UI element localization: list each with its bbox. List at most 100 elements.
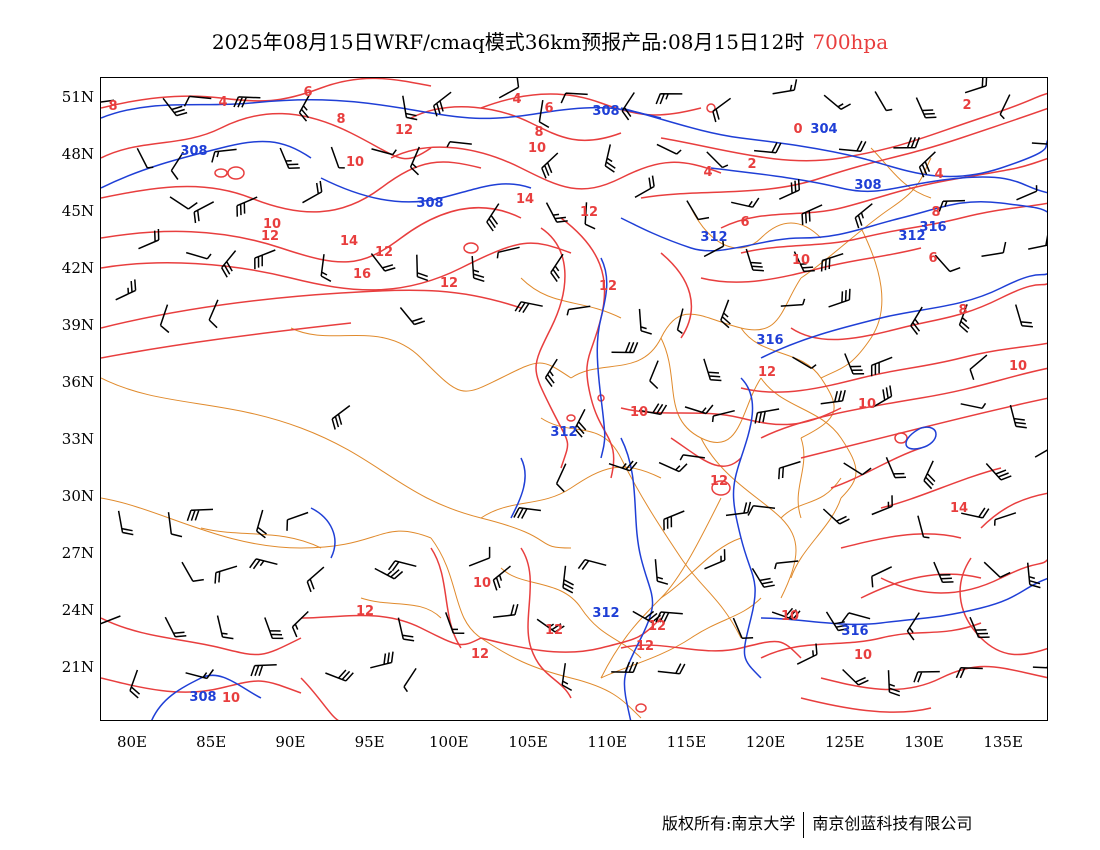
wind-barb-icon (560, 92, 588, 104)
temperature-contour-label: 12 (356, 604, 374, 619)
footer-divider (803, 811, 805, 838)
wind-barb-icon (1032, 666, 1047, 669)
wind-barb-icon (676, 308, 684, 335)
title-main: 2025年08月15日WRF/cmaq模式36km预报产品:08月15日12时 (211, 30, 805, 54)
temperature-contour-label: 8 (108, 99, 117, 114)
wind-barb-icon (1031, 142, 1047, 145)
lon-tick-label: 80E (116, 733, 148, 751)
temperature-contour-label: 12 (758, 365, 776, 380)
wind-barb-icon (538, 99, 550, 129)
temperature-contour-label: 6 (928, 251, 937, 266)
wind-barb-icon (291, 610, 309, 638)
wind-barb-icon (545, 202, 568, 223)
temperature-contour-label: 12 (710, 474, 728, 489)
wind-barb-icon (279, 147, 300, 170)
temperature-contour-label: 10 (1009, 359, 1027, 374)
wind-barb-icon (778, 460, 801, 480)
boundary-line (760, 377, 857, 499)
boundary-line (700, 437, 797, 599)
wind-barb-icon (731, 197, 760, 208)
wind-barb-icon (331, 405, 351, 430)
temperature-contour-label: 6 (740, 215, 749, 230)
temperature-contour (101, 289, 522, 329)
temperature-contour (740, 342, 1047, 393)
height-contour (101, 140, 312, 189)
boundary-line (101, 377, 572, 549)
wind-barb-icon (838, 140, 867, 152)
wind-barbs (101, 78, 1047, 699)
wind-barb-icon (854, 203, 873, 229)
wind-barb-icon (416, 254, 429, 282)
wind-barb-icon (604, 144, 616, 173)
temperature-contour (227, 166, 245, 180)
wind-barb-icon (541, 152, 559, 179)
height-contour-label: 312 (700, 230, 727, 245)
wind-barb-icon (185, 669, 215, 680)
height-contour (101, 98, 662, 120)
wind-barb-icon (712, 97, 732, 123)
wind-barb-icon (780, 298, 806, 307)
lat-tick-label: 48N (61, 145, 94, 163)
wind-barb-icon (999, 94, 1011, 120)
wind-barb-icon (468, 546, 491, 567)
temperature-contour-label: 12 (580, 205, 598, 220)
height-contour (620, 200, 1047, 252)
copyright-right: 南京创蓝科技有限公司 (812, 814, 973, 833)
wind-barb-icon (561, 663, 573, 692)
wind-barb-icon (183, 95, 212, 107)
temperature-contour-label: 10 (346, 155, 364, 170)
wind-barb-icon (611, 341, 639, 354)
wind-barb-icon (254, 249, 276, 270)
wind-barb-icon (555, 463, 567, 493)
wind-barb-icon (872, 385, 893, 408)
boundary-line (870, 147, 932, 199)
wind-barb-icon (325, 669, 354, 682)
boundary-line (690, 207, 822, 249)
wind-barb-icon (871, 495, 893, 516)
map-title: 2025年08月15日WRF/cmaq模式36km预报产品:08月15日12时 7… (0, 26, 1100, 55)
temperature-contour (463, 242, 479, 254)
wind-barb-icon (330, 146, 345, 169)
boundary-line (480, 466, 662, 519)
wind-barb-icon (397, 617, 415, 642)
wind-barb-icon (1014, 304, 1033, 328)
wind-barb-icon (706, 151, 729, 169)
wind-barb-icon (657, 663, 686, 675)
wind-barb-icon (101, 615, 121, 625)
height-contour-label: 308 (180, 144, 207, 159)
wind-barb-icon (711, 409, 735, 423)
wind-barb-icon (751, 568, 775, 588)
temperature-contour (101, 617, 302, 656)
wind-barb-icon (566, 305, 591, 316)
height-contour (151, 674, 262, 720)
temperature-contour (101, 161, 482, 213)
wind-barb-icon (286, 511, 309, 531)
temperature-contour (711, 480, 731, 496)
wind-barb-icon (822, 508, 850, 525)
wind-barb-icon (958, 304, 970, 333)
wind-barb-icon (186, 508, 214, 521)
wind-barb-icon (399, 307, 426, 326)
wind-barb-icon (185, 251, 212, 260)
wind-barb-icon (747, 505, 776, 516)
wind-barb-icon (828, 288, 851, 308)
temperature-contour (660, 252, 693, 339)
wind-barb-icon (320, 254, 332, 282)
wind-barb-icon (771, 607, 801, 621)
temperature-contour-label: 8 (336, 112, 345, 127)
temperature-contour (980, 492, 1047, 529)
wind-barb-icon (655, 92, 683, 105)
height-contour-label: 304 (810, 122, 837, 137)
wind-barb-icon (255, 509, 267, 539)
wind-barb-icon (684, 404, 714, 415)
wind-barb-icon (115, 279, 137, 301)
temperature-contour (300, 614, 482, 646)
temperature-contour-label: 10 (858, 397, 876, 412)
temperature-contour-label: 12 (599, 279, 617, 294)
boundary-line (101, 497, 432, 549)
height-contour (320, 177, 532, 203)
wind-barb-icon (686, 200, 710, 221)
wind-barb-icon (754, 408, 780, 424)
wind-barb-icon (632, 610, 661, 623)
